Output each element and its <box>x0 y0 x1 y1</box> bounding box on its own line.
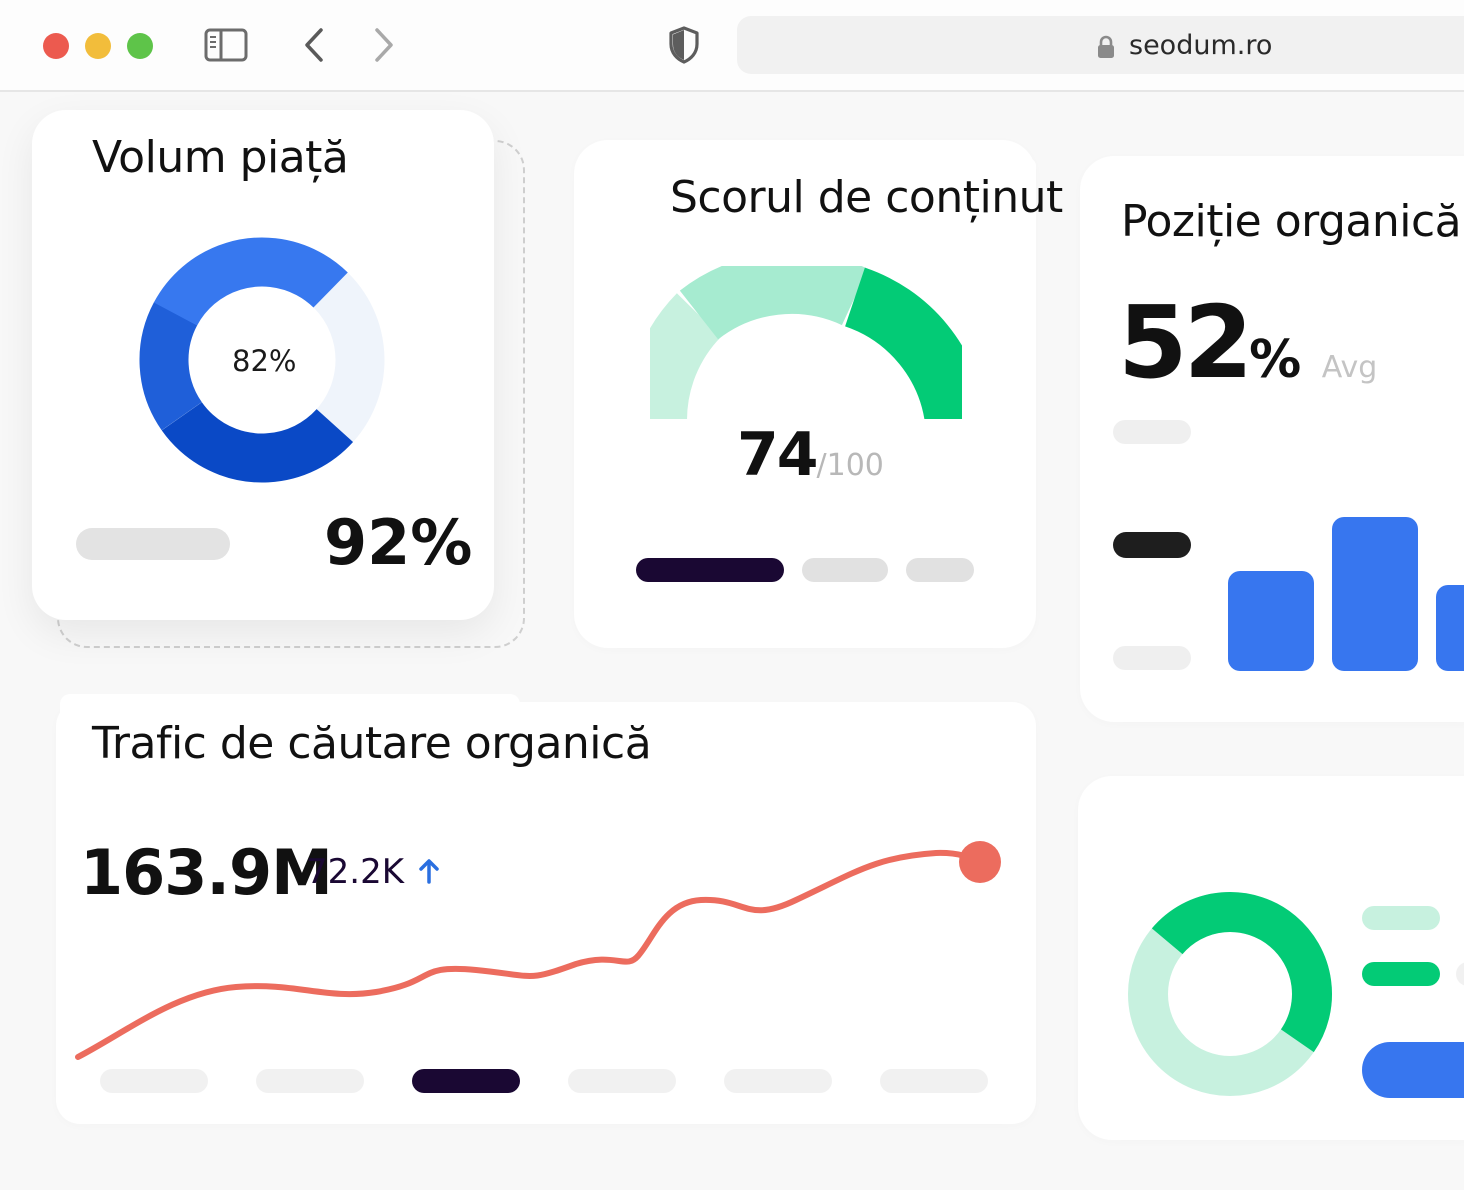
maximize-window-button[interactable] <box>127 33 153 59</box>
content-score-card[interactable]: Scorul de conținut 74/100 <box>574 140 1063 648</box>
ring-chart <box>1128 892 1332 1096</box>
browser-toolbar: seodum.ro <box>0 0 1464 92</box>
market-volume-donut <box>139 237 385 483</box>
legend-bar <box>1362 962 1440 986</box>
chart-bar <box>1332 517 1418 671</box>
close-window-button[interactable] <box>43 33 69 59</box>
x-axis-tab[interactable] <box>724 1069 832 1093</box>
sidebar-toggle-icon[interactable] <box>204 28 248 62</box>
title-plate <box>636 158 1036 246</box>
address-bar[interactable]: seodum.ro <box>737 16 1464 74</box>
card-title: Trafic de căutare organică <box>92 718 652 769</box>
chart-bar <box>1228 571 1314 671</box>
content-score-gauge <box>650 266 962 428</box>
skeleton-bar <box>1113 646 1191 670</box>
x-axis-tab[interactable] <box>256 1069 364 1093</box>
ring-widget-card[interactable] <box>1078 776 1464 1140</box>
market-volume-card[interactable]: Volum piață 82% 92% <box>32 110 494 620</box>
card-tab-plate <box>60 694 520 724</box>
position-avg-label: Avg <box>1321 350 1378 385</box>
card-title: Scorul de conținut <box>670 172 1063 223</box>
score-readout: 74/100 <box>737 420 884 490</box>
organic-position-card[interactable]: Poziție organică 52% Avg <box>1080 156 1464 722</box>
x-axis-tab-active[interactable] <box>412 1069 520 1093</box>
up-arrow-icon <box>419 859 439 884</box>
x-axis-tab[interactable] <box>568 1069 676 1093</box>
card-title: Poziție organică <box>1121 196 1462 247</box>
position-unit: % <box>1249 330 1302 390</box>
traffic-total: 163.9M <box>80 836 333 909</box>
forward-chevron-icon[interactable] <box>368 27 398 63</box>
x-axis-tab[interactable] <box>100 1069 208 1093</box>
skeleton-bar <box>1113 420 1191 444</box>
score-max: /100 <box>816 448 884 483</box>
url-text: seodum.ro <box>1129 30 1273 61</box>
tab-indicator[interactable] <box>802 558 888 582</box>
chart-bar <box>1436 585 1464 671</box>
legend-bar <box>1113 532 1191 558</box>
score-value: 74 <box>737 420 818 490</box>
card-title: Volum piață <box>92 132 349 183</box>
lock-icon <box>1098 35 1114 58</box>
tab-indicator[interactable] <box>906 558 974 582</box>
donut-center-label: 82% <box>232 344 297 378</box>
minimize-window-button[interactable] <box>85 33 111 59</box>
traffic-line-chart <box>75 841 1001 1060</box>
position-value: 52 <box>1118 284 1253 401</box>
organic-traffic-card[interactable]: Trafic de căutare organică 163.9M 72.2K <box>56 694 1036 1124</box>
x-axis-tab[interactable] <box>880 1069 988 1093</box>
shield-icon[interactable] <box>668 26 700 64</box>
organic-position-readout: 52% Avg <box>1118 284 1377 401</box>
traffic-delta: 72.2K <box>306 852 404 892</box>
skeleton-bar <box>76 528 230 560</box>
legend-bar <box>1362 906 1440 930</box>
back-chevron-icon[interactable] <box>300 27 330 63</box>
tab-active-indicator[interactable] <box>636 558 784 582</box>
market-volume-value: 92% <box>324 506 473 579</box>
skeleton-bar <box>1456 962 1464 986</box>
action-pill[interactable] <box>1362 1042 1464 1098</box>
